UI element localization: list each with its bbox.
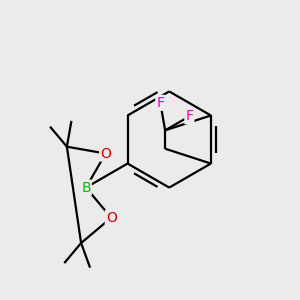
Text: F: F (156, 96, 164, 110)
Text: B: B (81, 181, 91, 195)
Text: F: F (185, 109, 194, 123)
Text: O: O (106, 211, 117, 225)
Text: O: O (100, 146, 111, 161)
